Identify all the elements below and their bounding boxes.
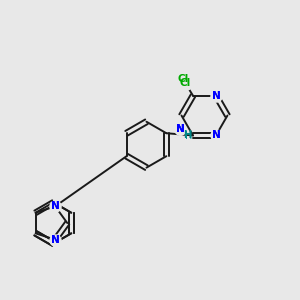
Text: N: N bbox=[212, 130, 220, 140]
Text: N: N bbox=[212, 91, 220, 101]
Text: H: H bbox=[185, 130, 192, 140]
Text: N: N bbox=[212, 130, 220, 140]
Text: Cl: Cl bbox=[179, 78, 191, 88]
Text: Cl: Cl bbox=[178, 74, 189, 84]
Text: H: H bbox=[183, 130, 191, 140]
Text: N: N bbox=[176, 124, 184, 134]
Text: N: N bbox=[51, 201, 59, 211]
Text: N: N bbox=[176, 124, 184, 134]
Text: N: N bbox=[212, 91, 220, 101]
Text: N: N bbox=[51, 235, 59, 245]
Text: N: N bbox=[51, 235, 59, 245]
Text: N: N bbox=[176, 124, 184, 134]
Text: N: N bbox=[51, 201, 59, 211]
